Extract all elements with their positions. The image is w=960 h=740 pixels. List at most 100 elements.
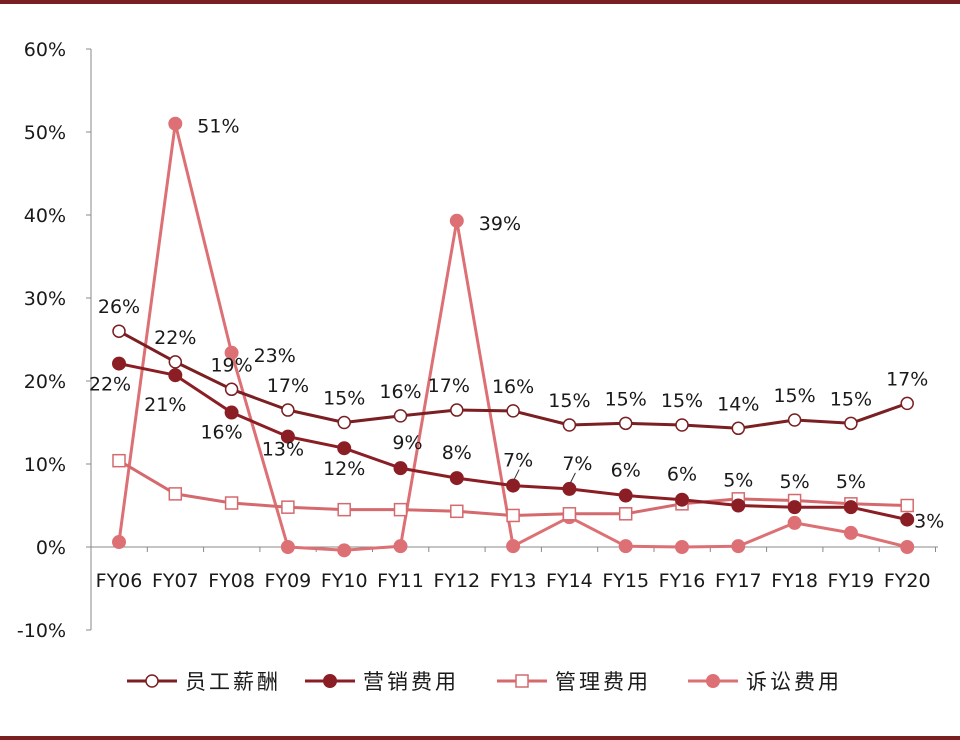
legend: 员工薪酬 营销费用 管理费用 诉讼费用 [127, 670, 842, 694]
series-3-point [731, 539, 746, 554]
series-3-point [900, 540, 915, 554]
y-tick-label: 0% [36, 537, 66, 559]
series-0-point [224, 382, 239, 397]
salary-data-label: 15% [661, 390, 703, 412]
legend-marker [145, 674, 159, 688]
series-0-point [450, 403, 464, 417]
series-2-point [337, 502, 351, 517]
series-0-point [618, 416, 633, 431]
x-tick-label: FY13 [490, 570, 537, 592]
series-2-point [393, 502, 408, 517]
label-leader-line [569, 472, 576, 484]
x-tick-label: FY15 [602, 570, 649, 592]
salary-data-label: 15% [605, 388, 647, 410]
legend-label: 员工薪酬 [185, 670, 281, 694]
legend-label: 诉讼费用 [746, 670, 842, 694]
series-0-point [562, 418, 577, 432]
marketing-data-label: 21% [144, 394, 186, 416]
series-2-point [900, 498, 914, 513]
series-1-point [562, 481, 577, 496]
salary-data-label: 19% [210, 354, 252, 376]
series-1-point [337, 441, 352, 456]
x-tick-label: FY17 [715, 570, 762, 592]
y-tick-label: 60% [24, 39, 66, 61]
series-2-point [168, 487, 183, 501]
marketing-data-label: 12% [323, 458, 365, 480]
salary-data-label: 16% [379, 381, 421, 403]
x-tick-label: FY10 [321, 570, 368, 592]
series-3-point [280, 540, 295, 554]
marketing-data-label: 16% [200, 422, 242, 444]
y-tick-label: 50% [24, 122, 66, 144]
series-0-point [731, 421, 746, 436]
x-tick-label: FY16 [659, 570, 706, 592]
series-0-point [787, 413, 802, 427]
series-3-point [393, 539, 408, 554]
marketing-data-label: 3% [914, 511, 944, 533]
salary-data-label: 17% [428, 375, 470, 397]
series-1-point [675, 492, 689, 507]
series-0-point [900, 396, 914, 411]
series-3-point [449, 213, 464, 228]
salary-data-label: 16% [492, 376, 534, 398]
x-tick-label: FY07 [152, 570, 199, 592]
series-3-point [843, 525, 858, 540]
x-tick-label: FY06 [96, 570, 143, 592]
marketing-data-label: 13% [262, 439, 304, 461]
series-1-point [224, 405, 239, 420]
salary-data-label: 17% [267, 375, 309, 397]
x-tick-label: FY09 [265, 570, 312, 592]
chart-axes: 60% 50% 40% 30% 20% 10% 0% -10% FY06 FY07 FY08 FY09… [17, 39, 938, 642]
series-3-point [112, 535, 126, 550]
series-1-point [506, 478, 521, 493]
salary-data-label: 17% [886, 368, 928, 390]
x-tick-label: FY12 [433, 570, 480, 592]
series-0-point [337, 415, 351, 430]
salary-data-label: 15% [323, 388, 365, 410]
series-2-point [562, 507, 577, 521]
legend-marker [515, 674, 529, 688]
x-tick-label: FY08 [208, 570, 255, 592]
litigation-data-label: 51% [197, 116, 239, 138]
series-1-point [731, 498, 746, 513]
series-3-point [675, 540, 689, 554]
salary-data-label: 15% [830, 388, 872, 410]
salary-data-label: 14% [717, 393, 759, 415]
x-tick-label: FY19 [828, 570, 875, 592]
series-1-point [168, 368, 183, 383]
marketing-data-label: 6% [667, 464, 697, 486]
marketing-data-label: 5% [723, 470, 753, 492]
series-2-point [506, 508, 520, 523]
series-1-point [280, 429, 295, 444]
series-0-point [675, 418, 689, 432]
x-tick-label: FY18 [771, 570, 818, 592]
series-1-point [843, 500, 858, 515]
legend-marker [706, 674, 720, 688]
series-1-point [787, 500, 802, 515]
series-3-point [787, 515, 802, 530]
series-3-point [224, 345, 239, 360]
marketing-data-label: 5% [836, 471, 866, 493]
x-tick-label: FY14 [546, 570, 593, 592]
y-tick-label: 30% [24, 288, 66, 310]
series-3-point [168, 116, 183, 131]
series-2-point [112, 453, 126, 468]
data-labels: 26% 22% 19% 17% 15% 16% 17% 16% 15% 15% 15% 14% 15% 1… [89, 116, 944, 533]
y-tick-label: 10% [24, 454, 66, 476]
series-0-point [112, 324, 126, 338]
label-leader-line [513, 469, 520, 480]
series-1-point [618, 488, 633, 503]
salary-data-label: 22% [154, 327, 196, 349]
x-tick-label: FY11 [377, 570, 424, 592]
marketing-data-label: 7% [562, 453, 592, 475]
salary-data-label: 15% [773, 385, 815, 407]
series-1-point [393, 461, 408, 476]
series-3-point [337, 543, 352, 558]
marketing-data-label: 5% [780, 471, 810, 493]
series-3-point [618, 539, 633, 554]
salary-data-label: 15% [548, 390, 590, 412]
series-0-point [506, 404, 520, 418]
marketing-data-label: 6% [611, 460, 641, 482]
series-0-point [281, 403, 295, 417]
